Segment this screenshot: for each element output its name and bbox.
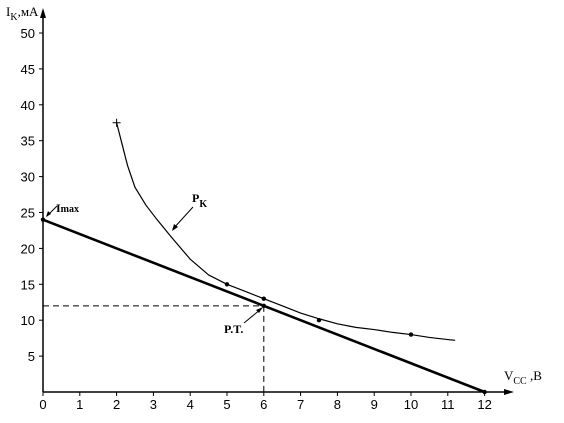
y-tick-label: 50: [21, 26, 35, 41]
guide-lines: [43, 305, 265, 392]
pk-label-sub: K: [199, 199, 207, 210]
pt-label: P.T.: [224, 322, 243, 336]
x-tick-label: 1: [76, 397, 83, 412]
data-point-marker: [482, 389, 487, 395]
pt-pointer-head: [256, 307, 263, 313]
y-tick-label: 30: [21, 170, 35, 185]
y-axis-title-rest: ,мА: [18, 4, 39, 19]
imax-label: Imax: [56, 201, 79, 215]
y-axis-title: IK,мА: [6, 4, 39, 23]
x-axis-title-rest: ,B: [527, 368, 543, 383]
x-tick-label: 4: [187, 397, 194, 412]
y-tick-label: 10: [21, 313, 35, 328]
imax-label-sub: max: [61, 204, 79, 215]
y-tick-label: 45: [21, 62, 35, 77]
marker-group: [40, 118, 487, 395]
x-tick-label: 3: [150, 397, 157, 412]
x-tick-label: 0: [39, 397, 46, 412]
data-point-marker: [261, 296, 266, 301]
data-point-marker: [224, 282, 230, 287]
y-tick-label: 15: [21, 277, 35, 292]
x-tick-label: 12: [477, 397, 491, 412]
x-tick-label: 2: [113, 397, 120, 412]
pk-label-main: P: [192, 191, 199, 205]
x-tick-label: 6: [260, 397, 267, 412]
pk-label: PK: [192, 191, 207, 210]
x-tick-label: 9: [371, 397, 378, 412]
x-tick-label: 5: [223, 397, 230, 412]
y-tick-label: 20: [21, 241, 35, 256]
y-axis-title-sub: K: [10, 12, 18, 23]
x-axis-title: VCC ,B: [504, 368, 542, 387]
y-tick-label: 25: [21, 206, 35, 221]
pk-pointer-head: [172, 224, 178, 231]
x-axis-arrow: [504, 389, 514, 395]
x-tick-label: 8: [334, 397, 341, 412]
y-tick-label: 35: [21, 134, 35, 149]
pk-pointer: [172, 206, 194, 230]
data-point-marker: [408, 332, 414, 337]
data-point-marker: [261, 303, 266, 309]
data-point-marker: [316, 318, 322, 323]
imax-pointer-head: [46, 211, 51, 217]
imax-label-main: I: [56, 201, 61, 215]
y-axis-arrow: [40, 8, 46, 18]
data-point-marker: [40, 217, 46, 222]
y-axis-title-main: I: [6, 4, 10, 19]
x-axis-title-sub: CC: [513, 376, 527, 387]
x-tick-label: 7: [297, 397, 304, 412]
y-tick-label: 40: [21, 98, 35, 113]
power-curve: [116, 122, 456, 341]
x-tick-label: 11: [441, 397, 455, 412]
x-tick-label: 10: [404, 397, 418, 412]
y-tick-label: 5: [28, 349, 35, 364]
x-axis-title-main: V: [504, 368, 514, 383]
